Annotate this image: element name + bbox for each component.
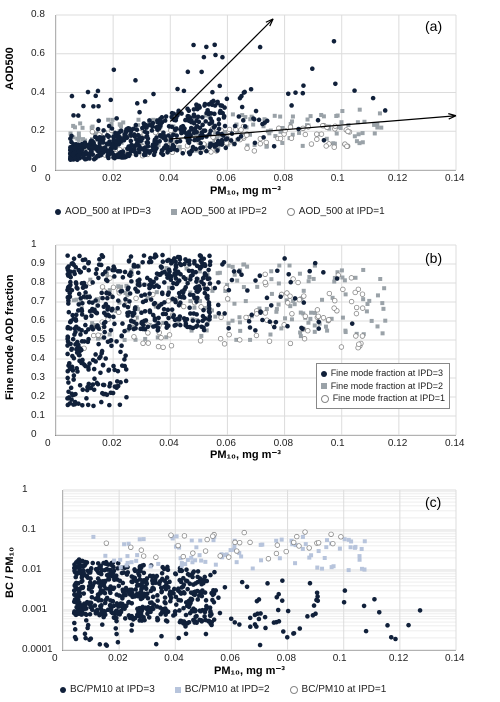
- panel-a-xlabel: PM₁₀, mg m⁻³: [210, 184, 281, 197]
- panel-c-legend: BC/PM10 at IPD=3 BC/PM10 at IPD=2 BC/PM1…: [60, 684, 386, 695]
- legend-b-ipd3: Fine mode fraction at IPD=3: [331, 367, 443, 380]
- panel-b-label: (b): [425, 250, 442, 266]
- legend-b-ipd2: Fine mode fraction at IPD=2: [331, 380, 443, 393]
- panel-a-plot: [55, 15, 456, 171]
- legend-a-ipd2: AOD_500 at IPD=2: [181, 206, 267, 217]
- legend-c-ipd3: BC/PM10 at IPD=3: [70, 684, 155, 695]
- panel-a-label: (a): [425, 18, 442, 34]
- panel-c-plot: [62, 490, 456, 651]
- figure: (a) AOD500 PM₁₀, mg m⁻³ AOD_500 at IPD=3…: [0, 0, 500, 702]
- panel-a-ylabel: AOD500: [4, 47, 16, 90]
- panel-a-scatter: [56, 15, 456, 170]
- panel-b-plot: Fine mode fraction at IPD=3 Fine mode fr…: [55, 245, 456, 436]
- panel-c-label: (c): [425, 494, 441, 510]
- panel-c-ylabel: BC / PM₁₀: [4, 547, 16, 598]
- panel-b-xlabel: PM₁₀, mg m⁻³: [210, 448, 281, 461]
- legend-c-ipd1: BC/PM10 at IPD=1: [302, 684, 387, 695]
- panel-c-xlabel: PM₁₀, mg m⁻³: [214, 664, 285, 677]
- panel-b-legend-box: Fine mode fraction at IPD=3 Fine mode fr…: [316, 363, 450, 409]
- legend-b-ipd1: Fine mode fraction at IPD=1: [333, 392, 445, 405]
- panel-a-legend: AOD_500 at IPD=3 AOD_500 at IPD=2 AOD_50…: [55, 206, 385, 217]
- legend-c-ipd2: BC/PM10 at IPD=2: [185, 684, 270, 695]
- legend-a-ipd3: AOD_500 at IPD=3: [65, 206, 151, 217]
- panel-c-scatter: [63, 490, 456, 650]
- panel-b-ylabel: Fine mode AOD fraction: [4, 275, 16, 401]
- legend-a-ipd1: AOD_500 at IPD=1: [299, 206, 385, 217]
